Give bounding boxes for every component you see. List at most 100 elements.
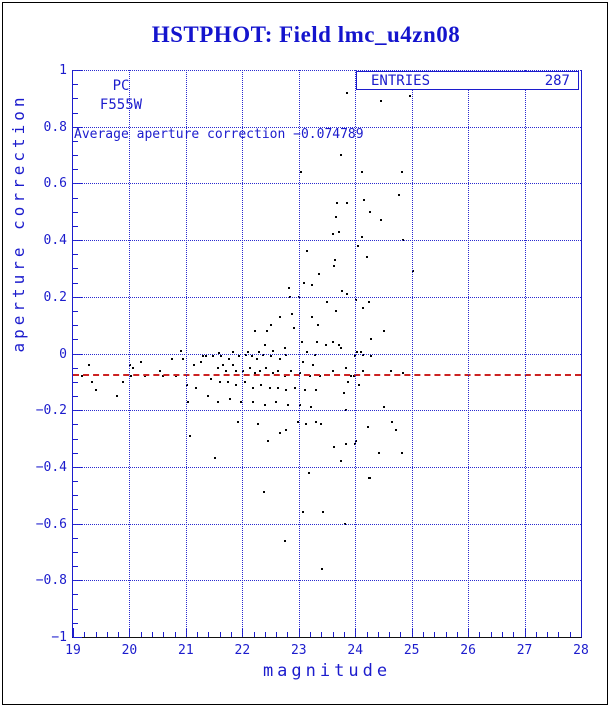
y-axis-tick: [73, 509, 78, 511]
scatter-point: [284, 375, 287, 378]
scatter-point: [218, 351, 221, 354]
y-axis-tick: [73, 381, 78, 383]
horizontal-gridline: [73, 353, 581, 355]
x-axis-tick: [445, 632, 447, 637]
y-axis-tick: [73, 169, 78, 171]
horizontal-gridline: [73, 410, 581, 412]
plot-area: 28 27 26 25 24 23 22 21 20 19 −1 −0.8 −0.6 −0.4 −0.2 0 0…: [9, 63, 589, 681]
scatter-point: [370, 355, 373, 358]
y-tick-label: −0.6: [35, 516, 67, 532]
scatter-point: [237, 355, 240, 358]
scatter-point: [218, 380, 221, 383]
y-axis-tick: [73, 268, 78, 270]
scatter-point: [214, 457, 217, 460]
y-tick-label: −0.2: [35, 403, 67, 419]
scatter-point: [250, 355, 253, 358]
scatter-point: [253, 329, 256, 332]
scatter-point: [353, 375, 356, 378]
x-axis-tick: [253, 632, 255, 637]
scatter-point: [291, 312, 293, 315]
scatter-point: [219, 355, 222, 358]
scatter-point: [227, 358, 230, 361]
scatter-point: [227, 380, 230, 383]
scatter-point: [270, 324, 273, 327]
scatter-point: [383, 329, 385, 332]
scatter-point: [383, 406, 385, 409]
scatter-point: [310, 284, 313, 287]
horizontal-gridline: [73, 126, 581, 128]
scatter-point: [318, 273, 321, 276]
scatter-point: [265, 366, 268, 369]
scatter-point: [368, 477, 371, 480]
scatter-point: [366, 256, 369, 259]
scatter-point: [270, 355, 273, 358]
scatter-point: [337, 343, 340, 346]
scatter-point: [253, 372, 256, 375]
scatter-point: [394, 429, 397, 432]
x-axis-tick: [287, 632, 289, 637]
scatter-point: [298, 372, 301, 375]
y-axis-tick: [73, 325, 78, 327]
x-tick-label: 24: [347, 643, 364, 658]
scatter-point: [235, 369, 238, 372]
scatter-point: [81, 375, 84, 378]
scatter-point: [95, 389, 98, 392]
scatter-point: [266, 440, 269, 443]
average-correction-line: [73, 373, 581, 376]
scatter-point: [326, 301, 328, 304]
scatter-point: [249, 366, 252, 369]
scatter-point: [130, 375, 133, 378]
horizontal-gridline: [73, 70, 581, 71]
scatter-point: [258, 369, 261, 372]
scatter-point: [346, 380, 349, 383]
scatter-point: [412, 270, 415, 273]
scatter-point: [240, 400, 243, 403]
scatter-point: [391, 420, 394, 423]
scatter-point: [262, 353, 265, 356]
y-axis-title: aperture correction: [9, 93, 28, 353]
y-tick-label: 1: [59, 63, 67, 78]
scatter-point: [408, 94, 411, 97]
x-axis-tick: [377, 632, 379, 637]
scatter-point: [340, 346, 343, 349]
entries-box: ENTRIES 287: [356, 71, 579, 90]
scatter-point: [318, 375, 321, 378]
scatter-point: [331, 233, 334, 236]
x-axis-tick: [434, 632, 436, 637]
scatter-point: [87, 363, 90, 366]
y-axis-tick: [73, 197, 78, 199]
scatter-point: [144, 375, 147, 378]
scatter-point: [259, 383, 262, 386]
chart-title: HSTPHOT: Field lmc_u4zn08: [151, 22, 461, 47]
y-axis-tick: [73, 481, 78, 483]
x-axis-tick: [208, 632, 210, 637]
x-tick-label: 19: [65, 643, 81, 658]
x-axis-tick: [569, 632, 571, 637]
x-axis-tick: [140, 632, 142, 637]
x-axis-tick: [389, 632, 391, 637]
x-axis-tick: [581, 628, 582, 637]
scatter-point: [344, 366, 347, 369]
scatter-point: [285, 353, 288, 356]
scatter-point: [306, 351, 309, 354]
scatter-point: [331, 369, 334, 372]
scatter-point: [187, 400, 190, 403]
y-axis-tick: [73, 282, 78, 284]
scatter-point: [341, 290, 344, 293]
y-axis-tick: [73, 537, 78, 539]
y-axis-tick: [73, 438, 78, 440]
scatter-point: [350, 375, 353, 378]
scatter-point: [271, 349, 274, 352]
scatter-point: [324, 343, 327, 346]
scatter-point: [360, 171, 363, 174]
x-axis-tick: [276, 632, 278, 637]
x-tick-label: 23: [290, 643, 307, 658]
scatter-point: [305, 423, 308, 426]
scatter-point: [377, 451, 380, 454]
scatter-point: [222, 363, 225, 366]
y-tick-label: −0.8: [35, 573, 67, 589]
scatter-point: [287, 403, 290, 406]
scatter-point: [284, 346, 287, 349]
scatter-point: [262, 491, 265, 494]
scatter-point: [355, 351, 358, 354]
